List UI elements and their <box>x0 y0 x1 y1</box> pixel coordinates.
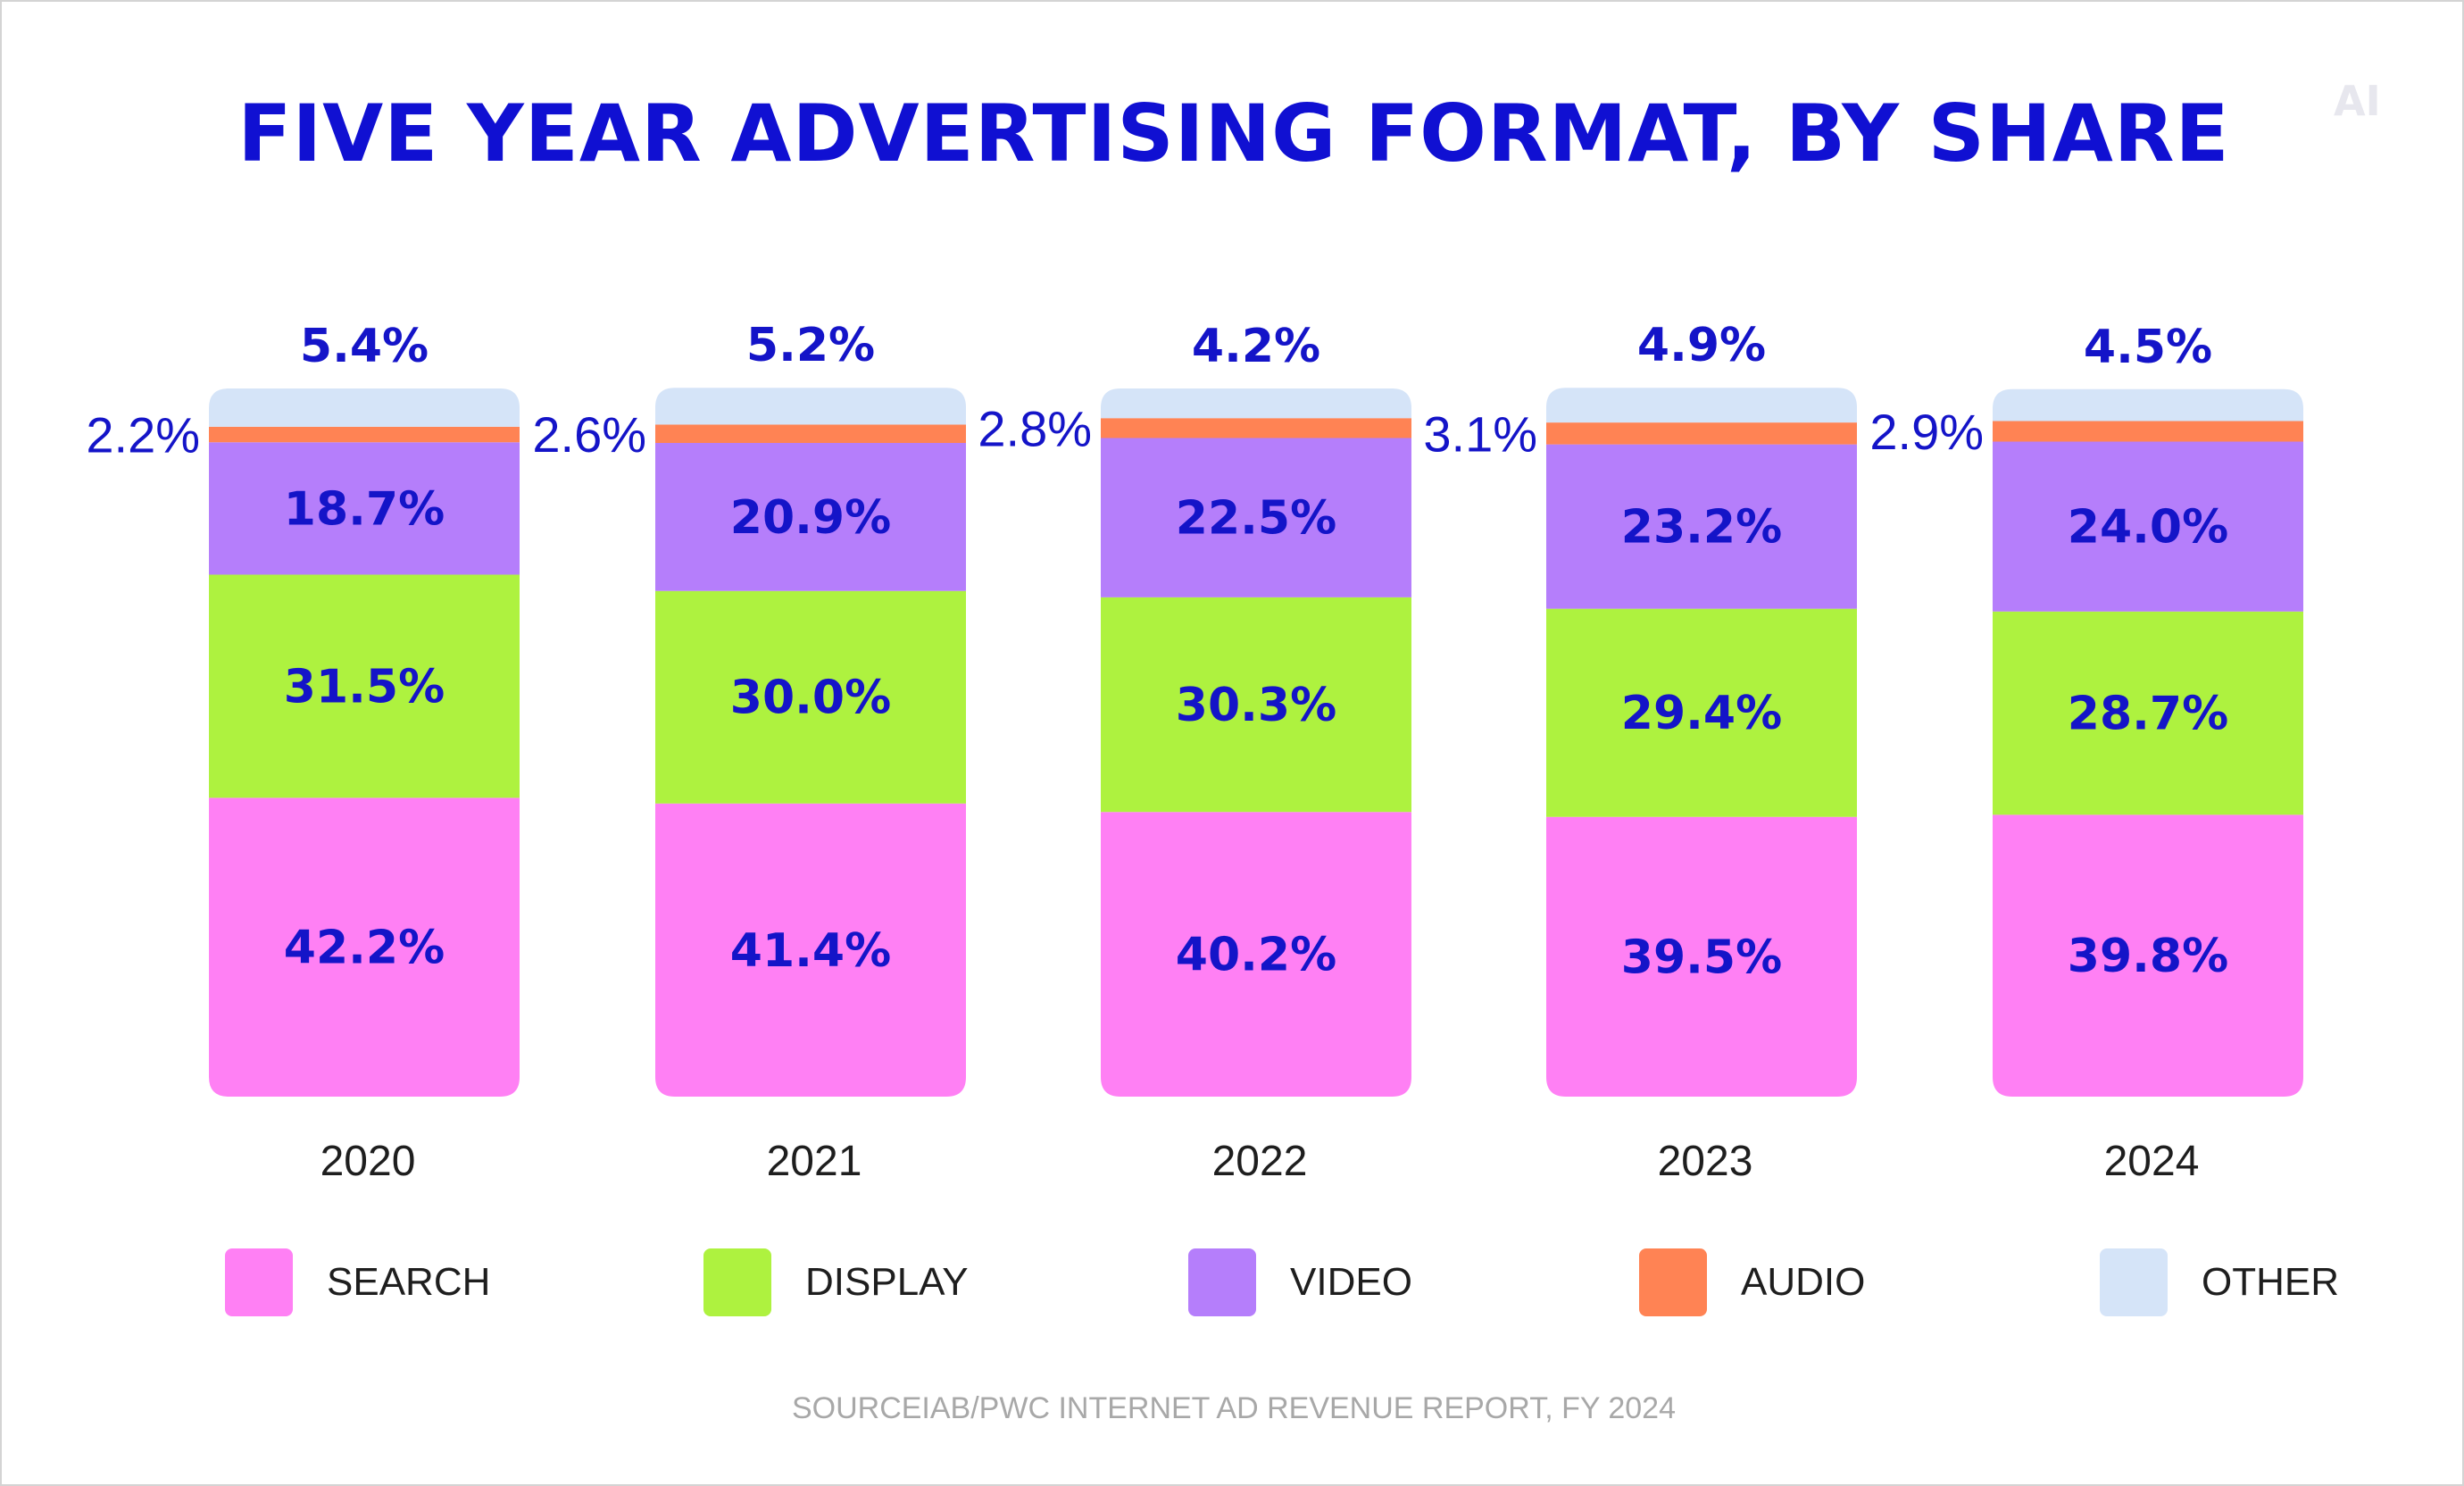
legend-item-display: DISPLAY <box>703 1248 969 1316</box>
bar-segment-other-2023 <box>1546 388 1857 423</box>
data-label-search-2022: 40.2% <box>1176 929 1336 982</box>
legend-label-display: DISPLAY <box>805 1260 969 1304</box>
bar-segment-audio-2022 <box>1101 418 1411 438</box>
bar-segment-display-2020 <box>209 574 520 798</box>
data-label-display-2024: 28.7% <box>2068 688 2228 741</box>
bar-segment-display-2022 <box>1101 597 1411 813</box>
data-label-audio-2021: 2.6% <box>532 406 646 463</box>
data-label-other-2020: 5.4% <box>300 320 429 373</box>
bar-segment-search-2020 <box>209 797 520 1097</box>
bar-segment-search-2022 <box>1101 812 1411 1097</box>
bar-group-2023: 39.5% 29.4% 23.2% 3.1% 4.9% <box>1423 319 1857 1097</box>
data-label-video-2024: 24.0% <box>2068 501 2228 555</box>
legend-swatch-search <box>225 1248 293 1316</box>
bar-segment-display-2021 <box>655 590 966 804</box>
data-label-search-2020: 42.2% <box>284 922 445 975</box>
bar-segment-search-2023 <box>1546 816 1857 1097</box>
bar-segment-video-2023 <box>1546 444 1857 609</box>
bar-segment-video-2021 <box>655 443 966 591</box>
legend-item-video: VIDEO <box>1188 1248 1412 1316</box>
data-label-display-2020: 31.5% <box>284 660 445 714</box>
bar-segment-search-2021 <box>655 803 966 1097</box>
bar-segment-audio-2020 <box>209 426 520 443</box>
bar-group-2024: 39.8% 28.7% 24.0% 2.9% 4.5% <box>1869 321 2303 1097</box>
bar-group-2021: 41.4% 30.0% 20.9% 2.6% 5.2% <box>532 319 966 1097</box>
legend-swatch-audio <box>1639 1248 1707 1316</box>
data-label-display-2022: 30.3% <box>1176 679 1336 732</box>
data-label-search-2021: 41.4% <box>730 924 891 978</box>
brand-logo: AI <box>2334 77 2381 125</box>
bar-segment-search-2024 <box>1993 814 2303 1097</box>
bar-segment-video-2024 <box>1993 441 2303 612</box>
data-label-video-2021: 20.9% <box>730 491 891 545</box>
data-label-video-2020: 18.7% <box>284 482 445 536</box>
data-label-display-2023: 29.4% <box>1621 687 1782 740</box>
x-tick-label-2023: 2023 <box>1658 1138 1753 1185</box>
data-label-display-2021: 30.0% <box>730 672 891 725</box>
data-label-audio-2022: 2.8% <box>978 400 1092 456</box>
x-tick-label-2024: 2024 <box>2104 1138 2200 1185</box>
legend-label-search: SEARCH <box>327 1260 491 1304</box>
data-label-other-2024: 4.5% <box>2084 321 2212 374</box>
source-note: SOURCEIAB/PWC INTERNET AD REVENUE REPORT… <box>791 1391 1677 1425</box>
bar-segment-other-2021 <box>655 388 966 425</box>
bar-segment-audio-2024 <box>1993 421 2303 442</box>
data-label-audio-2023: 3.1% <box>1423 405 1537 462</box>
bar-segment-audio-2021 <box>655 424 966 444</box>
chart-legend: SEARCH DISPLAY VIDEO AUDIO OTHER <box>2 1248 2462 1320</box>
data-label-video-2022: 22.5% <box>1176 492 1336 546</box>
x-tick-label-2020: 2020 <box>320 1138 416 1185</box>
bar-group-2020: 42.2% 31.5% 18.7% 2.2% 5.4% <box>86 320 520 1097</box>
legend-swatch-other <box>2100 1248 2168 1316</box>
data-label-other-2022: 4.2% <box>1192 320 1320 373</box>
legend-label-audio: AUDIO <box>1741 1260 1866 1304</box>
legend-swatch-display <box>703 1248 771 1316</box>
data-label-video-2023: 23.2% <box>1621 501 1782 555</box>
data-label-audio-2020: 2.2% <box>86 407 200 463</box>
stacked-bar-chart: 42.2% 31.5% 18.7% 2.2% 5.4% 2020 41.4% 30.0% 20.… <box>86 319 2303 1185</box>
chart-title: FIVE YEAR ADVERTISING FORMAT, BY SHARE <box>237 88 2230 179</box>
bar-segment-other-2022 <box>1101 388 1411 419</box>
legend-item-audio: AUDIO <box>1639 1248 1865 1316</box>
bar-segment-other-2020 <box>209 388 520 427</box>
data-label-other-2021: 5.2% <box>746 319 875 372</box>
bar-segment-display-2024 <box>1993 611 2303 815</box>
legend-item-other: OTHER <box>2100 1248 2339 1316</box>
data-label-search-2024: 39.8% <box>2068 930 2228 983</box>
legend-swatch-video <box>1188 1248 1256 1316</box>
data-label-other-2023: 4.9% <box>1637 319 1766 372</box>
legend-label-other: OTHER <box>2202 1260 2339 1304</box>
x-tick-label-2022: 2022 <box>1212 1138 1308 1185</box>
bar-segment-display-2023 <box>1546 608 1857 817</box>
data-label-search-2023: 39.5% <box>1621 931 1782 984</box>
legend-item-search: SEARCH <box>225 1248 490 1316</box>
bar-segment-video-2020 <box>209 442 520 575</box>
legend-label-video: VIDEO <box>1290 1260 1412 1304</box>
bar-segment-other-2024 <box>1993 388 2303 422</box>
data-label-audio-2024: 2.9% <box>1869 404 1984 460</box>
x-tick-label-2021: 2021 <box>767 1138 862 1185</box>
bar-segment-video-2022 <box>1101 438 1411 597</box>
bar-segment-audio-2023 <box>1546 422 1857 445</box>
bar-group-2022: 40.2% 30.3% 22.5% 2.8% 4.2% <box>978 320 1411 1097</box>
